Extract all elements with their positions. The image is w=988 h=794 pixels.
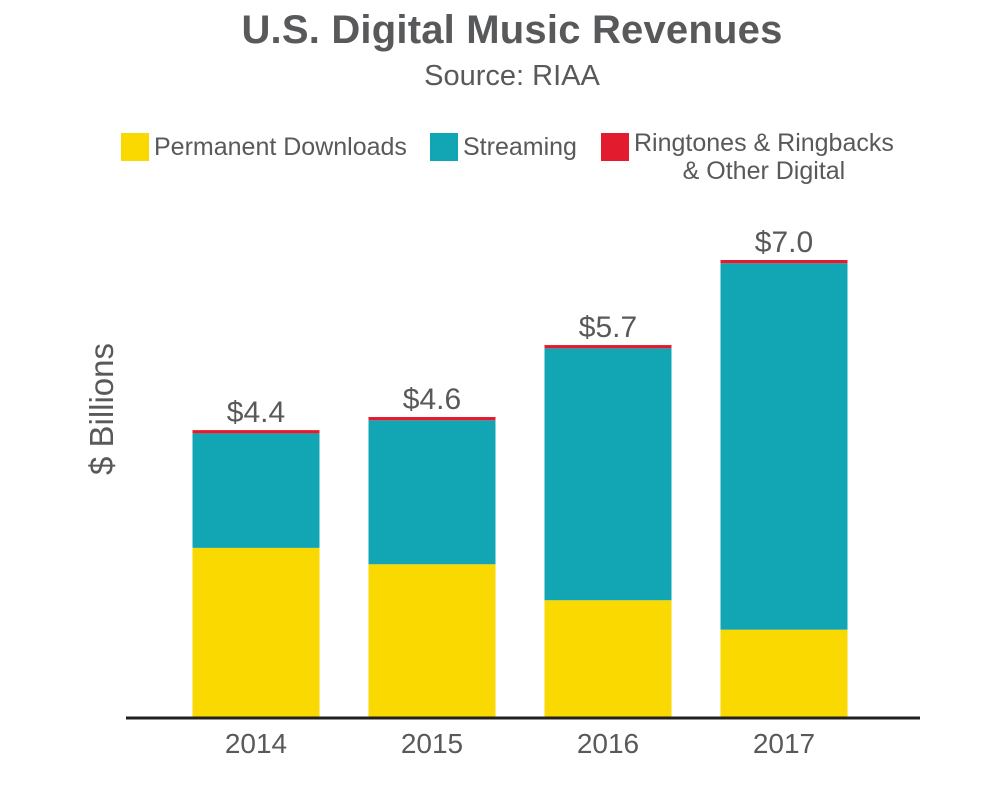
legend-label-ringtones-other: Ringtones & Ringbacks & Other Digital <box>634 129 894 185</box>
legend-label-streaming: Streaming <box>463 133 577 161</box>
total-label-2015: $4.6 <box>403 383 461 416</box>
bar-2017-ringtones-ringbacks <box>720 260 848 264</box>
chart-title: U.S. Digital Music Revenues <box>241 8 783 52</box>
bar-2015-ringtones-ringbacks <box>368 417 496 421</box>
legend-swatch-ringtones-other <box>601 133 629 161</box>
x-tick-label-2016: 2016 <box>577 728 639 759</box>
bar-2014-permanent-downloads <box>192 547 320 718</box>
total-label-2017: $7.0 <box>755 226 813 259</box>
total-label-2016: $5.7 <box>579 311 637 344</box>
bar-2016-permanent-downloads <box>544 600 672 718</box>
bar-2014-streaming <box>192 433 320 548</box>
bar-2016-streaming <box>544 348 672 601</box>
total-label-2014: $4.4 <box>227 396 285 429</box>
legend-label-permanent-downloads: Permanent Downloads <box>154 133 407 161</box>
chart-subtitle: Source: RIAA <box>424 60 600 92</box>
x-tick-label-2015: 2015 <box>401 728 463 759</box>
legend-swatch-permanent-downloads <box>121 133 149 161</box>
bar-2017-permanent-downloads <box>720 629 848 718</box>
bar-2017-streaming <box>720 263 848 630</box>
legend-swatch-streaming <box>430 133 458 161</box>
bar-2014-ringtones-ringbacks <box>192 430 320 434</box>
x-tick-label-2017: 2017 <box>753 728 815 759</box>
bar-2015-streaming <box>368 420 496 565</box>
x-tick-label-2014: 2014 <box>225 728 287 759</box>
bar-2016-ringtones-ringbacks <box>544 345 672 349</box>
bar-2015-permanent-downloads <box>368 564 496 718</box>
